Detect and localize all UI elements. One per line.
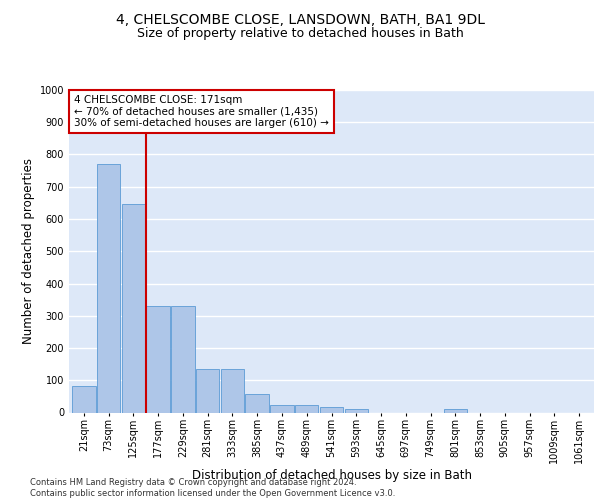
Text: 4 CHELSCOMBE CLOSE: 171sqm
← 70% of detached houses are smaller (1,435)
30% of s: 4 CHELSCOMBE CLOSE: 171sqm ← 70% of deta… (74, 95, 329, 128)
Y-axis label: Number of detached properties: Number of detached properties (22, 158, 35, 344)
Bar (97, 164, 121, 412)
Bar (171, 306, 194, 412)
Bar (122, 204, 145, 412)
Text: Contains HM Land Registry data © Crown copyright and database right 2024.
Contai: Contains HM Land Registry data © Crown c… (30, 478, 395, 498)
Bar (245, 394, 269, 412)
Bar (344, 408, 368, 412)
X-axis label: Distribution of detached houses by size in Bath: Distribution of detached houses by size … (191, 469, 472, 482)
Bar (270, 406, 294, 412)
Bar (221, 369, 244, 412)
Text: Size of property relative to detached houses in Bath: Size of property relative to detached ho… (137, 28, 463, 40)
Bar (146, 306, 170, 412)
Bar (72, 386, 95, 412)
Bar (196, 369, 220, 412)
Bar (295, 406, 319, 412)
Bar (320, 407, 343, 412)
Bar (443, 408, 467, 412)
Text: 4, CHELSCOMBE CLOSE, LANSDOWN, BATH, BA1 9DL: 4, CHELSCOMBE CLOSE, LANSDOWN, BATH, BA1… (115, 12, 485, 26)
